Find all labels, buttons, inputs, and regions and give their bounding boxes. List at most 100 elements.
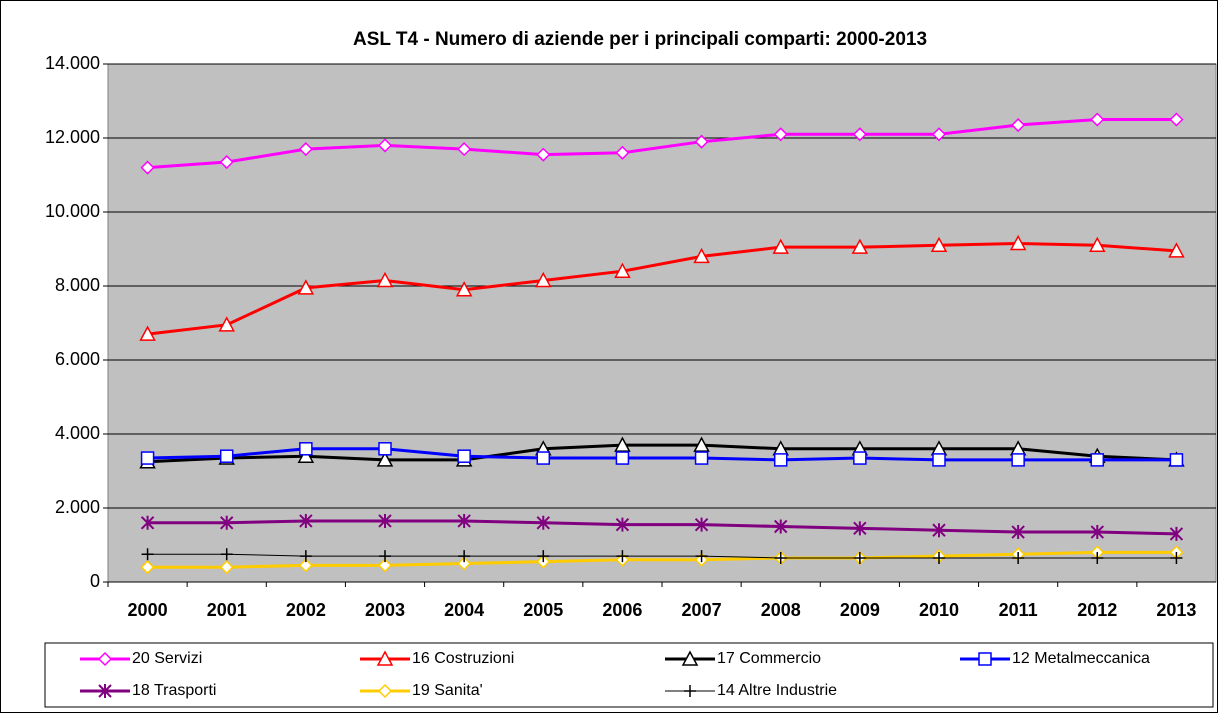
- y-tick-label: 12.000: [45, 127, 100, 147]
- marker: [693, 247, 710, 264]
- y-tick-label: 0: [90, 571, 100, 591]
- marker: [930, 236, 948, 253]
- marker: [774, 519, 788, 534]
- marker: [1011, 453, 1025, 467]
- marker: [615, 451, 630, 465]
- marker: [378, 513, 392, 528]
- legend-label: 17 Commercio: [717, 650, 821, 667]
- marker: [853, 551, 866, 564]
- x-tick-label: 2013: [1156, 600, 1196, 620]
- marker: [1090, 525, 1104, 540]
- x-tick-label: 2010: [919, 600, 959, 620]
- marker: [772, 238, 789, 254]
- series-line: [147, 443, 1177, 464]
- x-tick-label: 2007: [682, 600, 722, 620]
- series-line: [147, 118, 1177, 170]
- marker: [774, 551, 787, 564]
- y-tick-label: 6.000: [55, 349, 100, 369]
- marker: [1168, 242, 1185, 258]
- x-tick-label: 2004: [444, 600, 484, 620]
- marker: [614, 436, 631, 452]
- y-tick-label: 8.000: [55, 275, 100, 295]
- x-tick-label: 2003: [365, 600, 405, 620]
- marker: [219, 449, 234, 463]
- marker: [695, 550, 708, 563]
- marker: [298, 558, 313, 573]
- legend-label: 18 Trasporti: [132, 682, 216, 699]
- marker: [615, 517, 630, 532]
- marker: [1011, 525, 1025, 540]
- marker: [694, 134, 709, 149]
- marker: [1169, 453, 1184, 467]
- marker: [299, 550, 312, 563]
- y-tick-label: 10.000: [45, 201, 100, 221]
- legend-label: 20 Servizi: [132, 650, 202, 667]
- marker: [220, 515, 234, 530]
- marker: [377, 683, 393, 699]
- x-tick-label: 2009: [840, 600, 880, 620]
- marker: [536, 451, 551, 465]
- marker: [1169, 112, 1184, 127]
- marker: [458, 550, 471, 563]
- x-tick-label: 2002: [286, 600, 326, 620]
- marker: [457, 142, 472, 157]
- marker: [219, 560, 234, 575]
- marker: [773, 453, 788, 467]
- marker: [694, 517, 709, 532]
- series-line: [147, 553, 1177, 559]
- legend-label: 14 Altre Industrie: [717, 682, 837, 699]
- marker: [1011, 117, 1026, 133]
- marker: [1009, 234, 1027, 251]
- legend-label: 19 Sanita': [412, 682, 483, 699]
- marker: [536, 147, 551, 162]
- marker: [1089, 236, 1106, 253]
- marker: [535, 271, 552, 288]
- marker: [681, 650, 699, 666]
- series-line: [147, 550, 1177, 569]
- marker: [457, 513, 471, 528]
- marker: [773, 127, 788, 142]
- x-tick-label: 2011: [999, 600, 1038, 620]
- series-line: [147, 447, 1177, 462]
- marker: [1012, 551, 1025, 564]
- marker: [931, 127, 947, 142]
- x-tick-label: 2006: [602, 600, 642, 620]
- marker: [457, 556, 472, 571]
- marker: [140, 160, 155, 175]
- marker: [1090, 453, 1105, 467]
- marker: [693, 436, 710, 452]
- x-tick-label: 2005: [523, 600, 563, 620]
- marker: [1169, 526, 1184, 541]
- marker: [851, 238, 869, 254]
- marker: [978, 652, 992, 666]
- marker: [852, 127, 867, 142]
- marker: [376, 451, 394, 467]
- series-line: [147, 241, 1177, 336]
- marker: [141, 548, 154, 561]
- marker: [378, 442, 392, 456]
- marker: [298, 142, 313, 157]
- marker: [297, 447, 315, 463]
- marker: [140, 560, 155, 575]
- marker: [933, 551, 945, 564]
- y-tick-label: 2.000: [55, 497, 100, 517]
- marker: [694, 451, 709, 465]
- marker: [220, 548, 233, 561]
- marker: [140, 515, 155, 530]
- marker: [97, 651, 113, 667]
- marker: [684, 685, 696, 697]
- marker: [932, 453, 946, 467]
- plot-area: [107, 63, 1217, 583]
- marker: [140, 451, 155, 465]
- x-tick-label: 2008: [761, 600, 801, 620]
- y-tick-label: 4.000: [55, 423, 100, 443]
- marker: [218, 316, 235, 332]
- marker: [139, 325, 156, 341]
- marker: [1170, 551, 1183, 564]
- marker: [615, 145, 630, 160]
- legend-label: 12 Metalmeccanica: [1012, 650, 1150, 667]
- legend-label: 16 Costruzioni: [412, 650, 514, 667]
- chart-title: ASL T4 - Numero di aziende per i princip…: [353, 29, 927, 50]
- marker: [853, 451, 867, 465]
